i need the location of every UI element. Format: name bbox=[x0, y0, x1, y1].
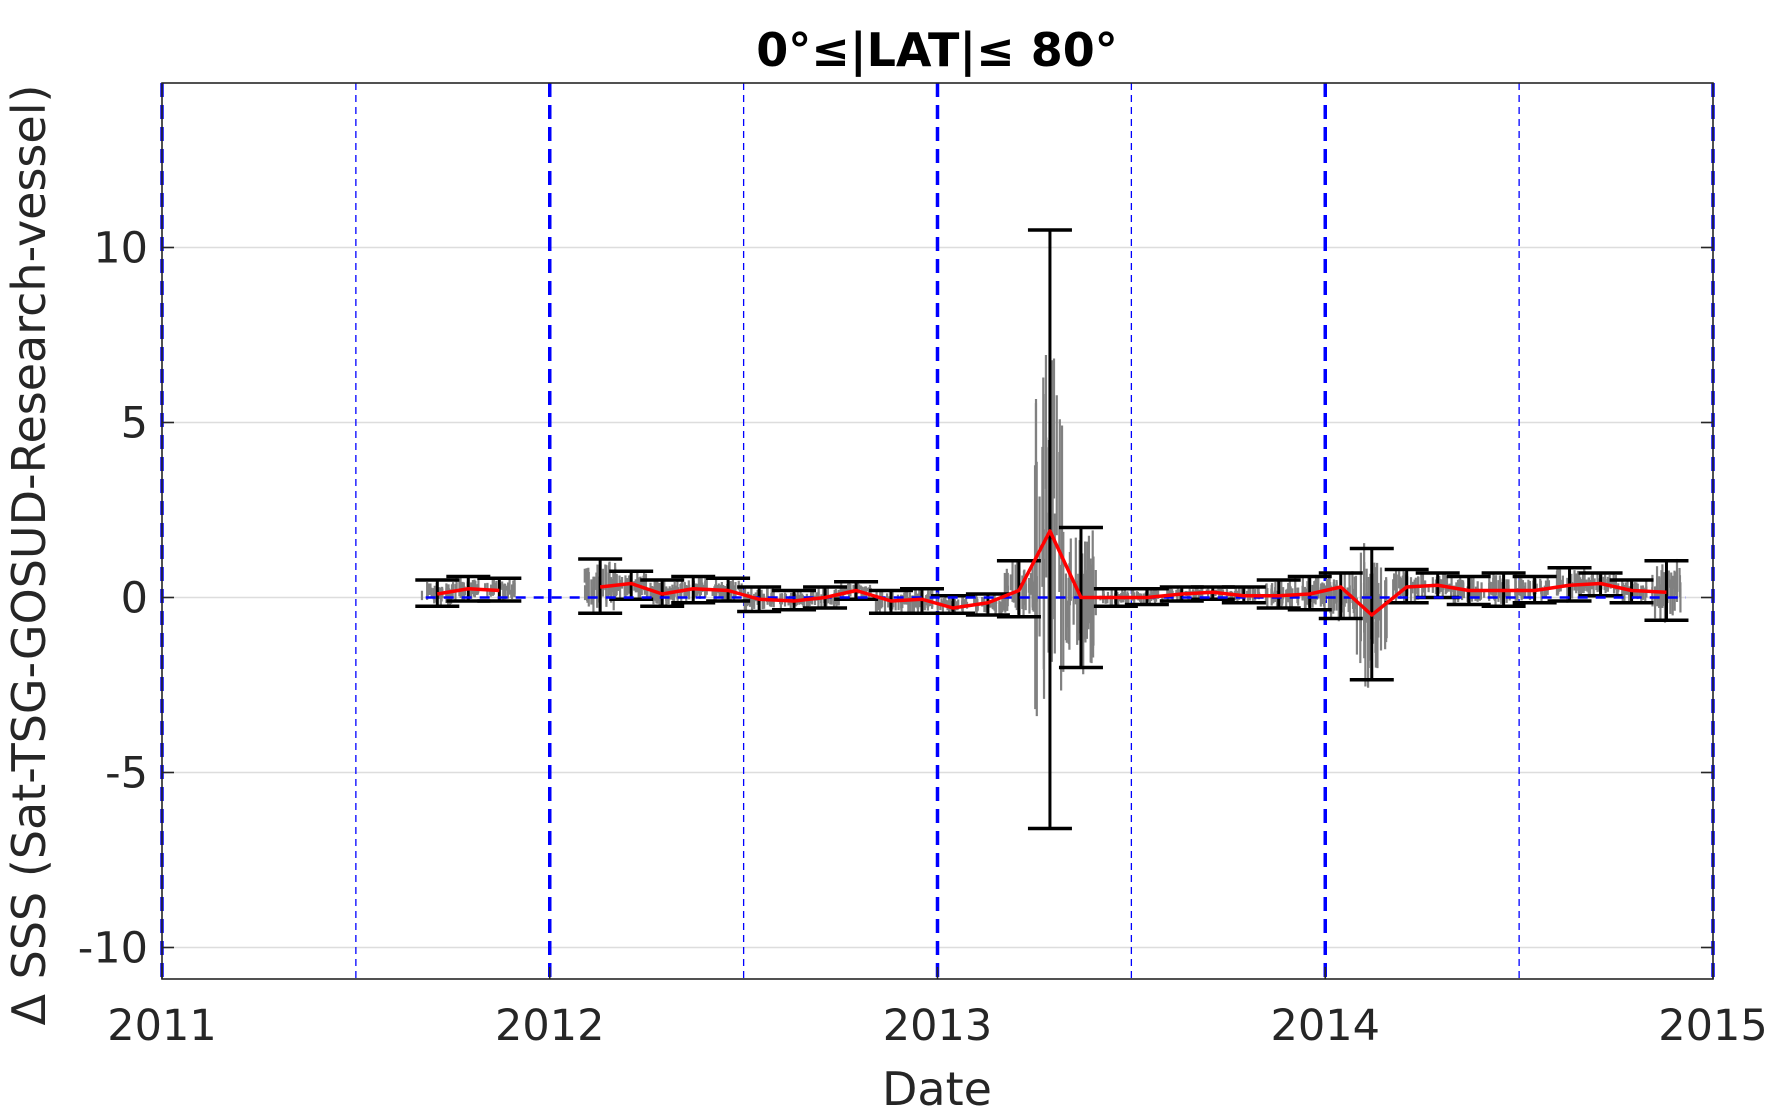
y-tick-label: -10 bbox=[78, 924, 148, 974]
mean-line bbox=[599, 529, 1667, 617]
x-tick-label: 2013 bbox=[883, 1001, 992, 1051]
tick-labels-layer: -10 -5 0 5 10 2011 2012 2013 2014 2015 bbox=[78, 224, 1768, 1052]
y-axis-label: Δ SSS (Sat-TSG-GOSUD-Research-vessel) bbox=[2, 85, 56, 1026]
mean-line-layer bbox=[425, 529, 1686, 617]
x-tick-label: 2015 bbox=[1658, 1001, 1767, 1051]
x-tick-label: 2012 bbox=[495, 1001, 604, 1051]
chart-title: 0°≤|LAT|≤ 80° bbox=[756, 23, 1117, 78]
mean-line bbox=[437, 587, 500, 596]
y-tick-label: 10 bbox=[93, 224, 148, 274]
x-tick-label: 2014 bbox=[1271, 1001, 1380, 1051]
x-axis-label: Date bbox=[882, 1062, 992, 1112]
axes-layer bbox=[161, 82, 1714, 980]
y-tick-label: 0 bbox=[121, 574, 148, 624]
y-tick-label: 5 bbox=[121, 399, 148, 449]
y-tick-label: -5 bbox=[105, 749, 148, 799]
x-tick-label: 2011 bbox=[107, 1001, 216, 1051]
